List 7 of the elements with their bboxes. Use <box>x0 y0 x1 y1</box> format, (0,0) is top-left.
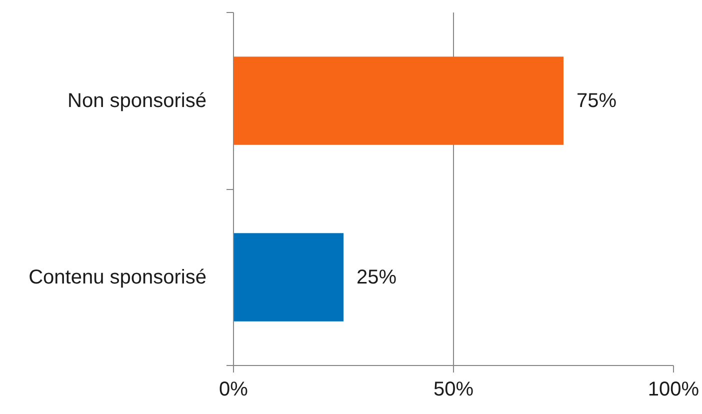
y-tick-label: Contenu sponsorisé <box>28 266 206 288</box>
y-tick-label: Non sponsorisé <box>68 90 207 112</box>
x-tick-label: 100% <box>648 378 700 400</box>
data-label: 25% <box>356 266 397 288</box>
x-tick-label: 0% <box>219 378 248 400</box>
x-tick-label: 50% <box>433 378 474 400</box>
data-label: 75% <box>576 90 617 112</box>
